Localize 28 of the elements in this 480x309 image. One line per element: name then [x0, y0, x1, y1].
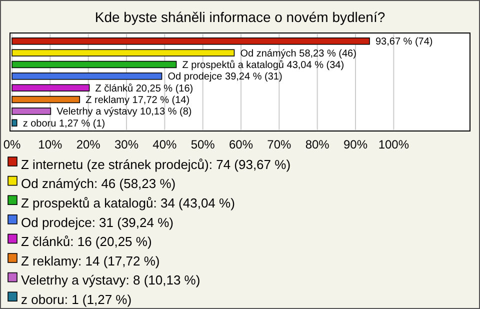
data-label: z oboru 1,27 % (1) — [22, 118, 106, 130]
x-tick-label: 50% — [190, 138, 216, 152]
data-label: Od známých 58,23 % (46) — [240, 48, 356, 60]
legend-label: Z reklamy: 14 (17,72 %) — [21, 253, 160, 268]
x-tick-label: 100% — [378, 138, 410, 152]
data-label: Z článků 20,25 % (16) — [95, 82, 194, 94]
data-label: Z reklamy 17,72 % (14) — [86, 95, 190, 106]
x-tick-label: 40% — [152, 138, 177, 152]
legend-label: Od známých: 46 (58,23 %) — [21, 176, 176, 192]
legend-label: z oboru: 1 (1,27 %) — [21, 292, 132, 307]
legend-label: Z článků: 16 (20,25 %) — [21, 234, 152, 250]
legend-label: Veletrhy a výstavy: 8 (10,13 %) — [21, 272, 200, 288]
legend-label: Z internetu (ze stránek prodejců): 74 (93,67 %) — [21, 156, 291, 172]
x-tick-label: 0% — [3, 138, 21, 152]
data-label: Od prodejce 39,24 % (31) — [168, 72, 282, 83]
legend-label: Od prodejce: 31 (39,24 %) — [21, 214, 174, 230]
x-tick-label: 90% — [343, 138, 368, 152]
data-label: Z prospektů a katalogů 43,04 % (34) — [182, 58, 344, 71]
x-tick-label: 80% — [305, 138, 330, 152]
x-tick-label: 30% — [114, 138, 139, 152]
legend-label: Z prospektů a katalogů: 34 (43,04 %) — [21, 196, 235, 210]
x-tick-label: 20% — [76, 138, 101, 152]
chart-title: Kde byste sháněli informace o novém bydlení? — [94, 9, 386, 25]
x-tick-label: 10% — [38, 138, 62, 152]
x-tick-label: 70% — [267, 138, 292, 152]
data-label: Veletrhy a výstavy 10,13 % (8) — [56, 106, 192, 118]
x-tick-label: 60% — [228, 138, 254, 152]
data-label: 93,67 % (74) — [376, 36, 433, 48]
